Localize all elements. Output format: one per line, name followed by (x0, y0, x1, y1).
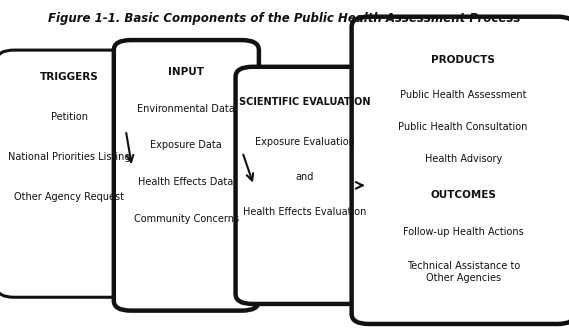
Text: Health Effects Data: Health Effects Data (138, 177, 234, 187)
FancyBboxPatch shape (236, 67, 375, 304)
FancyBboxPatch shape (352, 17, 569, 324)
Text: Other Agency Request: Other Agency Request (14, 192, 125, 202)
Text: Health Effects Evaluation: Health Effects Evaluation (244, 207, 366, 217)
Text: PRODUCTS: PRODUCTS (431, 55, 495, 65)
Text: SCIENTIFIC EVALUATION: SCIENTIFIC EVALUATION (239, 97, 371, 107)
Text: and: and (296, 172, 314, 182)
Text: Health Advisory: Health Advisory (424, 154, 502, 164)
Text: Exposure Data: Exposure Data (150, 140, 222, 150)
Text: TRIGGERS: TRIGGERS (40, 72, 99, 82)
Text: INPUT: INPUT (168, 67, 204, 77)
Text: Public Health Consultation: Public Health Consultation (398, 122, 528, 132)
Text: Petition: Petition (51, 112, 88, 122)
Text: Exposure Evaluation: Exposure Evaluation (255, 137, 355, 147)
FancyBboxPatch shape (114, 40, 259, 311)
Text: National Priorities Listing: National Priorities Listing (8, 152, 131, 162)
Text: Technical Assistance to
Other Agencies: Technical Assistance to Other Agencies (406, 262, 520, 283)
Text: OUTCOMES: OUTCOMES (430, 190, 496, 200)
Text: Public Health Assessment: Public Health Assessment (400, 90, 526, 100)
Text: Figure 1-1. Basic Components of the Public Health Assessment Process: Figure 1-1. Basic Components of the Publ… (48, 12, 521, 25)
Text: Community Concerns: Community Concerns (134, 214, 238, 224)
Text: Environmental Data: Environmental Data (137, 104, 235, 114)
Text: Follow-up Health Actions: Follow-up Health Actions (403, 227, 523, 237)
FancyBboxPatch shape (0, 50, 142, 297)
